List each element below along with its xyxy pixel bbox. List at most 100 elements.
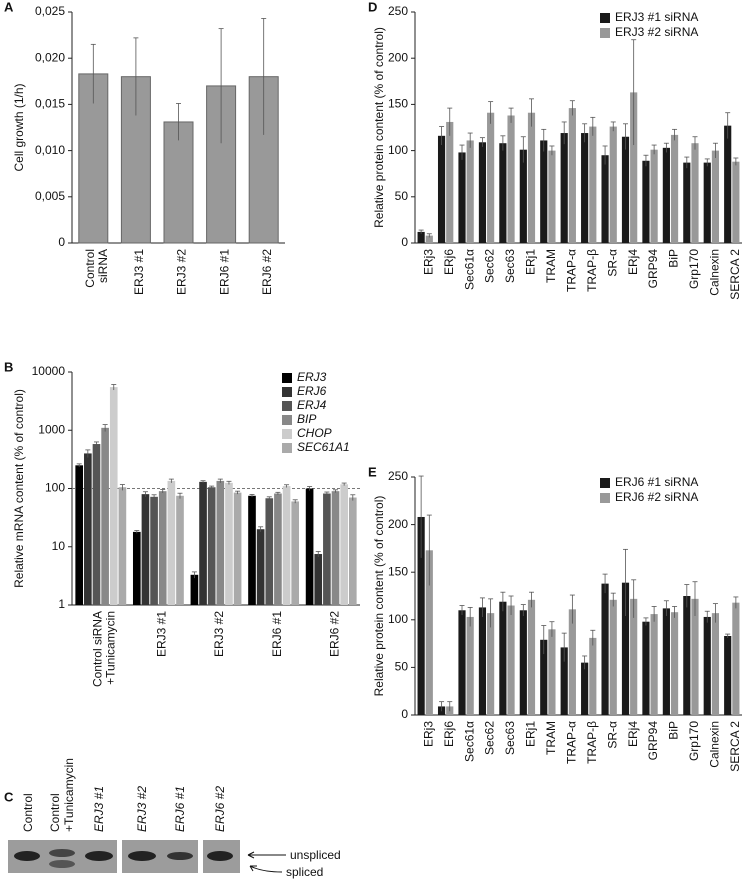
legend-label: ERJ6	[297, 384, 327, 398]
legend-swatch	[282, 373, 292, 383]
legend-swatch	[600, 493, 610, 503]
y-tick-label: 0	[401, 707, 408, 721]
x-tick-label: ERJ3 #2	[212, 611, 226, 657]
bar	[216, 480, 225, 605]
x-tick-label: Grp170	[687, 721, 701, 761]
x-tick-label: Calnexin	[708, 249, 722, 296]
bar	[683, 162, 691, 243]
bar	[560, 647, 568, 715]
bar	[437, 135, 446, 243]
bar	[609, 599, 617, 715]
legend-swatch	[282, 387, 292, 397]
legend-swatch	[600, 478, 610, 488]
bar	[601, 583, 609, 715]
bar	[630, 92, 638, 243]
x-tick-label: siRNA	[96, 249, 110, 283]
legend-swatch	[282, 401, 292, 411]
lane-label: ERJ3 #1	[92, 786, 106, 832]
y-tick-label: 100	[45, 481, 65, 495]
x-tick-label: BiP	[667, 249, 681, 268]
bar	[519, 610, 527, 715]
y-tick-label: 1000	[38, 422, 65, 436]
bar	[548, 150, 556, 243]
bar	[703, 162, 711, 243]
bar	[691, 143, 699, 243]
legend-label: CHOP	[297, 426, 332, 440]
bar	[683, 596, 691, 715]
bar	[458, 610, 466, 715]
y-tick-label: 1	[58, 597, 65, 611]
bar	[323, 493, 331, 605]
bar	[540, 639, 548, 715]
x-tick-label: Sec62	[483, 721, 497, 755]
bar	[642, 160, 650, 243]
panel-label: B	[4, 359, 13, 374]
x-tick-label: GRP94	[646, 721, 660, 761]
bar	[519, 149, 527, 243]
bar	[466, 140, 474, 243]
bar	[487, 112, 495, 243]
bar	[150, 496, 158, 605]
legend-label: SEC61A1	[297, 440, 350, 454]
x-tick-label: ERj4	[626, 721, 640, 747]
panel-label: D	[368, 0, 377, 14]
x-tick-label: TRAP-α	[564, 249, 578, 292]
y-tick-label: 150	[388, 97, 408, 111]
bar	[703, 616, 711, 715]
band-label: spliced	[286, 865, 323, 879]
x-tick-label: ERj4	[626, 249, 640, 275]
bar	[305, 488, 314, 605]
y-tick-label: 100	[388, 612, 408, 626]
bar	[118, 487, 127, 605]
x-tick-label: TRAM	[544, 249, 558, 283]
bar	[732, 161, 740, 243]
lane-label: +Tunicamycin	[62, 758, 76, 832]
x-tick-label: Sec61α	[462, 721, 476, 762]
bar	[548, 629, 556, 715]
bar	[425, 550, 433, 715]
bar	[568, 609, 576, 715]
bar	[499, 143, 507, 243]
bar	[225, 482, 233, 605]
bar	[84, 453, 92, 605]
bar	[132, 531, 141, 605]
x-tick-label: TRAP-β	[585, 249, 599, 292]
bar	[662, 608, 670, 715]
bar	[274, 493, 282, 605]
bar	[256, 529, 265, 605]
y-tick-label: 0,025	[35, 4, 65, 18]
x-tick-label: ERJ6 #2	[260, 249, 274, 295]
x-tick-label: Sec63	[503, 721, 517, 755]
bar	[630, 598, 638, 715]
legend-swatch	[282, 429, 292, 439]
bar	[176, 495, 184, 605]
legend-swatch	[282, 415, 292, 425]
x-tick-label: GRP94	[646, 249, 660, 289]
bar	[163, 121, 194, 244]
legend-label: BIP	[297, 412, 316, 426]
panel-label: E	[368, 464, 377, 479]
lane-label: ERJ6 #1	[173, 786, 187, 832]
legend-label: ERJ3 #1 siRNA	[615, 10, 698, 24]
bar	[248, 495, 256, 605]
bar	[458, 152, 466, 243]
y-tick-label: 50	[395, 660, 409, 674]
bar	[314, 554, 323, 605]
bar	[425, 235, 433, 243]
band-arrows	[247, 851, 286, 873]
y-tick-label: 150	[388, 564, 408, 578]
bar	[642, 621, 650, 715]
bar	[621, 582, 630, 715]
bar	[75, 465, 84, 605]
bar	[158, 491, 167, 605]
x-tick-label: Calnexin	[708, 721, 722, 768]
lane-label: ERJ6 #2	[213, 786, 227, 832]
bar	[282, 486, 291, 605]
legend-swatch	[282, 443, 292, 453]
bar	[190, 574, 199, 605]
bar	[724, 635, 732, 715]
y-tick-label: 0,010	[35, 143, 65, 157]
y-tick-label: 0	[401, 235, 408, 249]
bar	[609, 126, 617, 243]
